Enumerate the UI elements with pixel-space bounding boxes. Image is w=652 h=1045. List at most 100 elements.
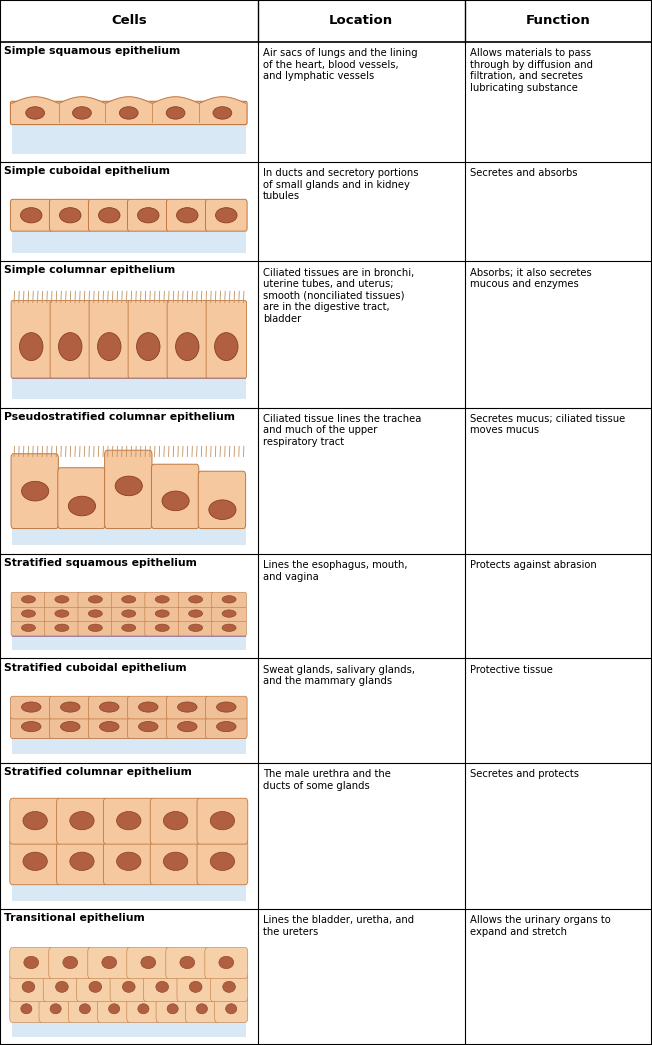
Bar (0, 763, 652, 909)
FancyBboxPatch shape (205, 696, 247, 719)
Ellipse shape (138, 721, 158, 732)
FancyBboxPatch shape (78, 621, 113, 636)
FancyBboxPatch shape (10, 798, 61, 844)
FancyBboxPatch shape (11, 454, 58, 529)
Bar (0, 0, 652, 42)
FancyBboxPatch shape (151, 464, 199, 529)
FancyBboxPatch shape (145, 606, 179, 622)
Ellipse shape (89, 981, 102, 993)
Ellipse shape (167, 1004, 178, 1014)
FancyBboxPatch shape (166, 948, 209, 978)
FancyBboxPatch shape (178, 621, 213, 636)
FancyBboxPatch shape (150, 839, 201, 885)
Ellipse shape (22, 610, 35, 618)
Text: Cells: Cells (111, 15, 147, 27)
Ellipse shape (210, 852, 235, 870)
FancyBboxPatch shape (44, 593, 80, 607)
FancyBboxPatch shape (98, 996, 130, 1022)
Text: Allows materials to pass
through by diffusion and
filtration, and secretes
lubri: Allows materials to pass through by diff… (470, 48, 593, 93)
Ellipse shape (63, 956, 78, 969)
Ellipse shape (215, 332, 238, 361)
Ellipse shape (98, 208, 120, 223)
Ellipse shape (119, 107, 138, 119)
Bar (12, 228, 246, 231)
FancyBboxPatch shape (198, 471, 246, 529)
Ellipse shape (222, 610, 236, 618)
FancyBboxPatch shape (10, 716, 52, 739)
Ellipse shape (164, 852, 188, 870)
FancyBboxPatch shape (57, 839, 108, 885)
Ellipse shape (22, 624, 35, 631)
Ellipse shape (216, 721, 236, 732)
Bar (0, 909, 652, 1045)
FancyBboxPatch shape (11, 593, 46, 607)
Ellipse shape (23, 852, 48, 870)
Ellipse shape (164, 812, 188, 830)
Text: Pseudostratified columnar epithelium: Pseudostratified columnar epithelium (4, 412, 235, 422)
FancyBboxPatch shape (178, 593, 213, 607)
FancyBboxPatch shape (44, 606, 80, 622)
Bar (12, 635, 246, 637)
FancyBboxPatch shape (206, 301, 246, 378)
FancyBboxPatch shape (126, 948, 170, 978)
Ellipse shape (226, 1004, 237, 1014)
Bar (0, 554, 652, 658)
Ellipse shape (23, 812, 48, 830)
Text: Ciliated tissue lines the trachea
and much of the upper
respiratory tract: Ciliated tissue lines the trachea and mu… (263, 414, 421, 447)
Text: Air sacs of lungs and the lining
of the heart, blood vessels,
and lymphatic vess: Air sacs of lungs and the lining of the … (263, 48, 417, 82)
Text: Transitional epithelium: Transitional epithelium (4, 913, 145, 924)
Ellipse shape (70, 812, 94, 830)
Text: Stratified cuboidal epithelium: Stratified cuboidal epithelium (4, 663, 186, 673)
FancyBboxPatch shape (178, 606, 213, 622)
Ellipse shape (177, 702, 197, 712)
Ellipse shape (213, 107, 231, 119)
Ellipse shape (22, 596, 35, 603)
Text: Protects against abrasion: Protects against abrasion (470, 560, 597, 571)
FancyBboxPatch shape (111, 606, 146, 622)
Text: Stratified columnar epithelium: Stratified columnar epithelium (4, 767, 192, 777)
FancyBboxPatch shape (143, 973, 181, 1001)
Ellipse shape (24, 956, 38, 969)
FancyBboxPatch shape (104, 798, 154, 844)
FancyBboxPatch shape (57, 798, 108, 844)
Ellipse shape (188, 596, 203, 603)
Ellipse shape (22, 702, 41, 712)
FancyBboxPatch shape (49, 948, 92, 978)
FancyBboxPatch shape (128, 696, 169, 719)
Ellipse shape (117, 852, 141, 870)
FancyBboxPatch shape (58, 468, 105, 529)
FancyBboxPatch shape (50, 716, 91, 739)
FancyBboxPatch shape (211, 973, 248, 1001)
Bar (12, 525, 246, 545)
Ellipse shape (59, 208, 81, 223)
FancyBboxPatch shape (150, 798, 201, 844)
Bar (12, 117, 246, 122)
Ellipse shape (122, 624, 136, 631)
FancyBboxPatch shape (111, 593, 146, 607)
FancyBboxPatch shape (111, 621, 146, 636)
FancyBboxPatch shape (50, 301, 91, 378)
Ellipse shape (156, 981, 169, 993)
FancyBboxPatch shape (11, 606, 46, 622)
Ellipse shape (55, 981, 68, 993)
Text: Secretes mucus; ciliated tissue
moves mucus: Secretes mucus; ciliated tissue moves mu… (470, 414, 625, 436)
Text: Simple cuboidal epithelium: Simple cuboidal epithelium (4, 166, 170, 177)
Ellipse shape (22, 482, 49, 501)
Ellipse shape (155, 624, 170, 631)
FancyBboxPatch shape (156, 996, 189, 1022)
Ellipse shape (117, 812, 141, 830)
FancyBboxPatch shape (78, 606, 113, 622)
Ellipse shape (222, 596, 236, 603)
Ellipse shape (189, 981, 202, 993)
Ellipse shape (175, 332, 199, 361)
Ellipse shape (141, 956, 156, 969)
Ellipse shape (223, 981, 235, 993)
Ellipse shape (155, 596, 170, 603)
Ellipse shape (122, 596, 136, 603)
Text: Secretes and absorbs: Secretes and absorbs (470, 168, 578, 179)
Ellipse shape (123, 981, 135, 993)
Ellipse shape (88, 596, 102, 603)
Ellipse shape (209, 500, 236, 519)
Ellipse shape (136, 332, 160, 361)
Ellipse shape (196, 1004, 207, 1014)
